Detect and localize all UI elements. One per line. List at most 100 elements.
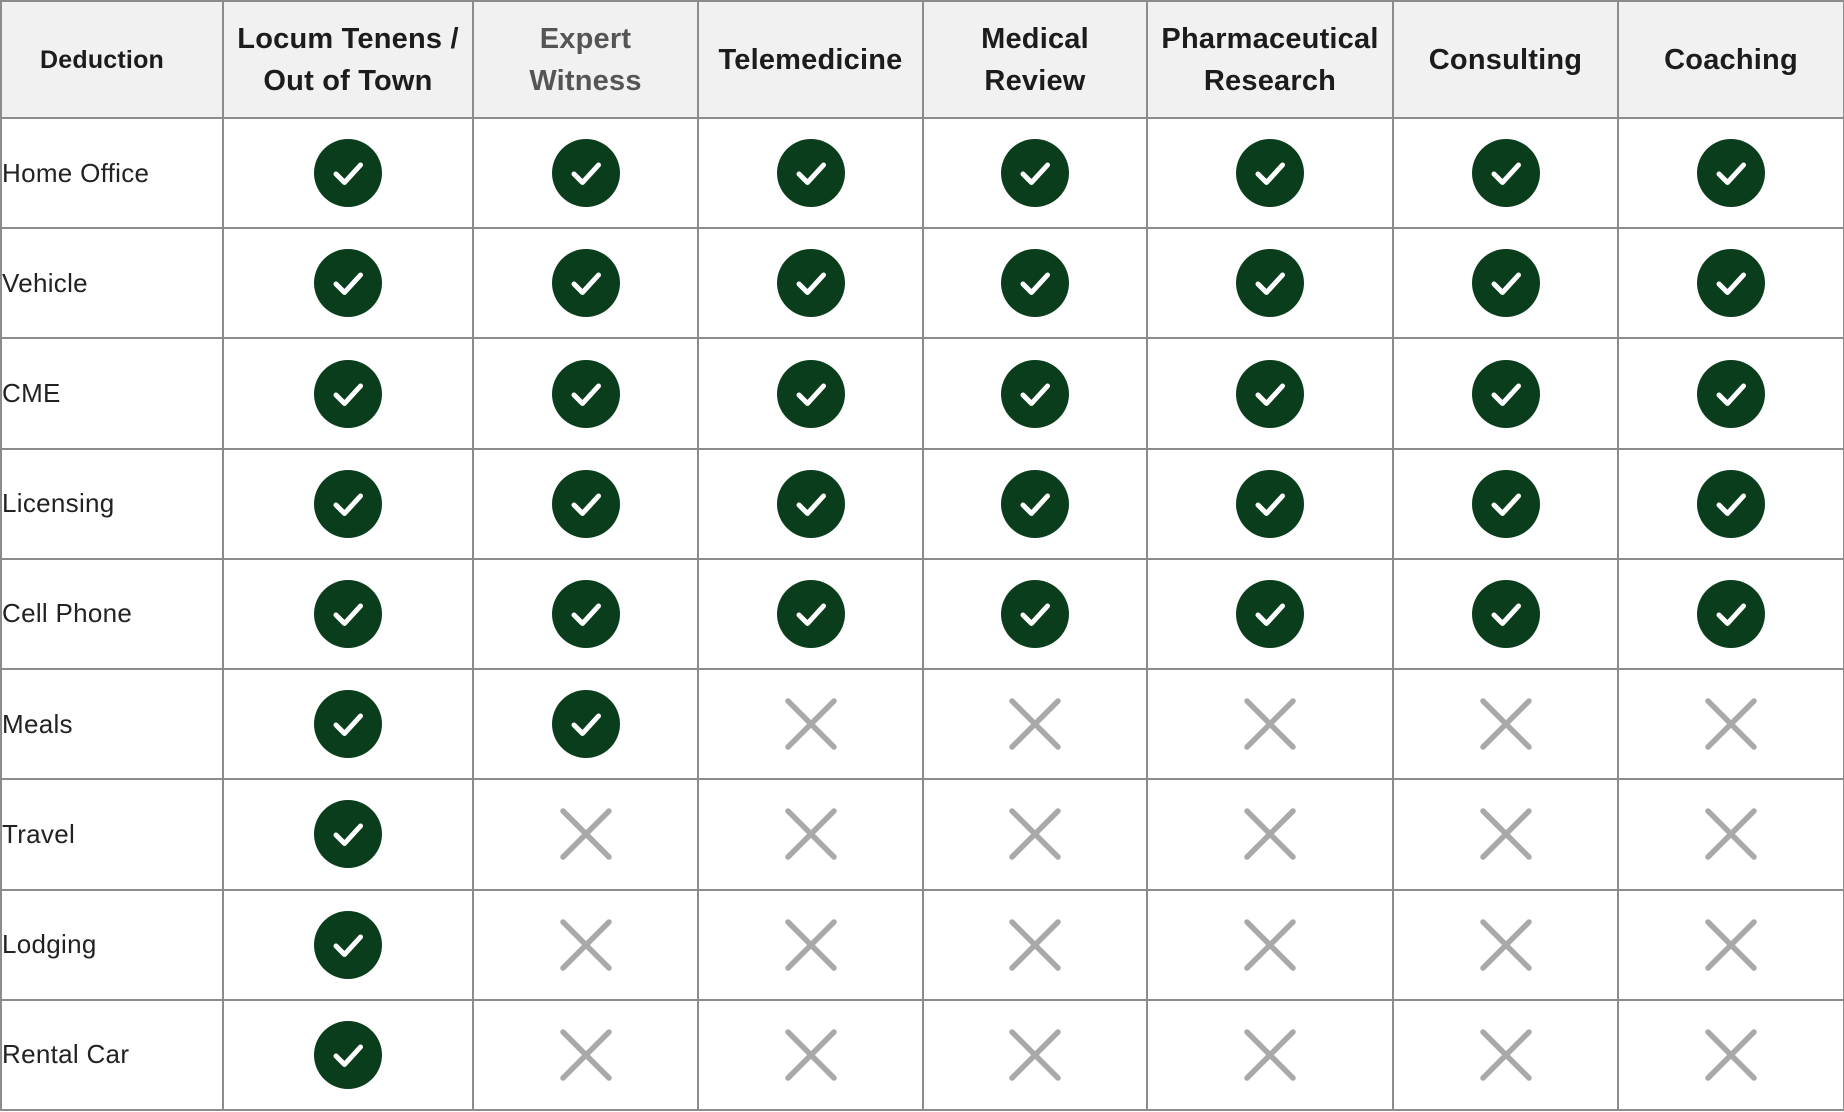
check-circle-icon xyxy=(1236,579,1304,648)
x-mark-icon xyxy=(1001,800,1069,868)
check-circle-icon xyxy=(1001,579,1069,648)
table-row: CME xyxy=(0,337,1844,450)
table-row: Meals xyxy=(0,668,1844,781)
row-label: Home Office xyxy=(0,116,224,230)
check-circle-icon xyxy=(776,469,845,538)
table-cell xyxy=(1392,888,1619,1001)
column-header-expert-witness: Expert Witness xyxy=(472,0,699,119)
table-cell xyxy=(1617,557,1844,671)
column-header-line: Out of Town xyxy=(263,64,433,97)
check-circle-icon xyxy=(314,800,382,869)
table-cell xyxy=(1146,116,1394,230)
table-cell xyxy=(1617,447,1844,560)
check-circle-icon xyxy=(1471,469,1540,538)
table-cell xyxy=(1617,998,1844,1112)
table-cell xyxy=(1146,888,1394,1001)
column-header-line: Expert xyxy=(539,22,632,55)
table-row: Lodging xyxy=(0,888,1844,1001)
check-circle-icon xyxy=(776,579,845,648)
table-cell xyxy=(222,998,474,1112)
row-label: Travel xyxy=(0,778,224,891)
check-circle-icon xyxy=(1001,469,1069,538)
table-cell xyxy=(1392,998,1619,1112)
check-circle-icon xyxy=(776,249,845,318)
x-mark-icon xyxy=(1236,690,1304,758)
table-cell xyxy=(922,888,1148,1001)
table-cell xyxy=(1146,668,1394,781)
table-cell xyxy=(922,447,1148,560)
table-cell xyxy=(697,668,924,781)
check-circle-icon xyxy=(1697,249,1765,318)
table-cell xyxy=(1617,888,1844,1001)
row-label: CME xyxy=(0,337,224,450)
table-cell xyxy=(1392,778,1619,891)
check-circle-icon xyxy=(1471,249,1540,318)
header-row: Deduction Locum Tenens / Out of Town Exp… xyxy=(0,0,1844,119)
x-mark-icon xyxy=(1697,911,1765,979)
table-row: Home Office xyxy=(0,116,1844,230)
column-header-pharmaceutical-research: Pharmaceutical Research xyxy=(1146,0,1394,119)
check-circle-icon xyxy=(314,469,382,538)
check-circle-icon xyxy=(314,690,382,759)
column-header-line: Medical xyxy=(981,22,1089,55)
x-mark-icon xyxy=(1697,690,1765,758)
x-mark-icon xyxy=(777,911,845,979)
table-cell xyxy=(697,116,924,230)
x-mark-icon xyxy=(777,800,845,868)
row-label: Rental Car xyxy=(0,998,224,1112)
table-cell xyxy=(922,116,1148,230)
check-circle-icon xyxy=(314,249,382,318)
row-label: Vehicle xyxy=(0,227,224,340)
check-circle-icon xyxy=(551,690,620,759)
x-mark-icon xyxy=(1001,690,1069,758)
x-mark-icon xyxy=(552,800,620,868)
check-circle-icon xyxy=(1697,139,1765,208)
deduction-column-header: Deduction xyxy=(0,0,224,119)
check-circle-icon xyxy=(1001,359,1069,428)
x-mark-icon xyxy=(552,1021,620,1089)
x-mark-icon xyxy=(1001,911,1069,979)
table-cell xyxy=(697,337,924,450)
column-header-consulting: Consulting xyxy=(1392,0,1619,119)
table-cell xyxy=(697,227,924,340)
check-circle-icon xyxy=(1236,469,1304,538)
table-cell xyxy=(1392,557,1619,671)
table-cell xyxy=(922,668,1148,781)
table-row: Cell Phone xyxy=(0,557,1844,671)
check-circle-icon xyxy=(551,359,620,428)
x-mark-icon xyxy=(1472,800,1540,868)
table-row: Vehicle xyxy=(0,227,1844,340)
table-cell xyxy=(1617,227,1844,340)
table-cell xyxy=(1146,227,1394,340)
table-cell xyxy=(222,337,474,450)
check-circle-icon xyxy=(314,359,382,428)
table-cell xyxy=(697,557,924,671)
table-cell xyxy=(1617,668,1844,781)
table-cell xyxy=(1392,447,1619,560)
column-header-line: Coaching xyxy=(1664,43,1798,76)
x-mark-icon xyxy=(1001,1021,1069,1089)
table-cell xyxy=(222,888,474,1001)
column-header-line: Pharmaceutical xyxy=(1161,22,1379,55)
x-mark-icon xyxy=(777,1021,845,1089)
check-circle-icon xyxy=(314,910,382,979)
column-header-locum-tenens: Locum Tenens / Out of Town xyxy=(222,0,474,119)
row-label: Licensing xyxy=(0,447,224,560)
table-cell xyxy=(1146,337,1394,450)
table-cell xyxy=(222,778,474,891)
table-cell xyxy=(922,778,1148,891)
table-cell xyxy=(697,447,924,560)
table-cell xyxy=(472,447,699,560)
table-cell xyxy=(472,778,699,891)
table-cell xyxy=(1617,337,1844,450)
x-mark-icon xyxy=(777,690,845,758)
check-circle-icon xyxy=(1001,249,1069,318)
column-header-line: Telemedicine xyxy=(718,43,903,76)
check-circle-icon xyxy=(551,139,620,208)
row-label: Lodging xyxy=(0,888,224,1001)
check-circle-icon xyxy=(1697,579,1765,648)
check-circle-icon xyxy=(776,359,845,428)
column-header-coaching: Coaching xyxy=(1617,0,1844,119)
column-header-telemedicine: Telemedicine xyxy=(697,0,924,119)
